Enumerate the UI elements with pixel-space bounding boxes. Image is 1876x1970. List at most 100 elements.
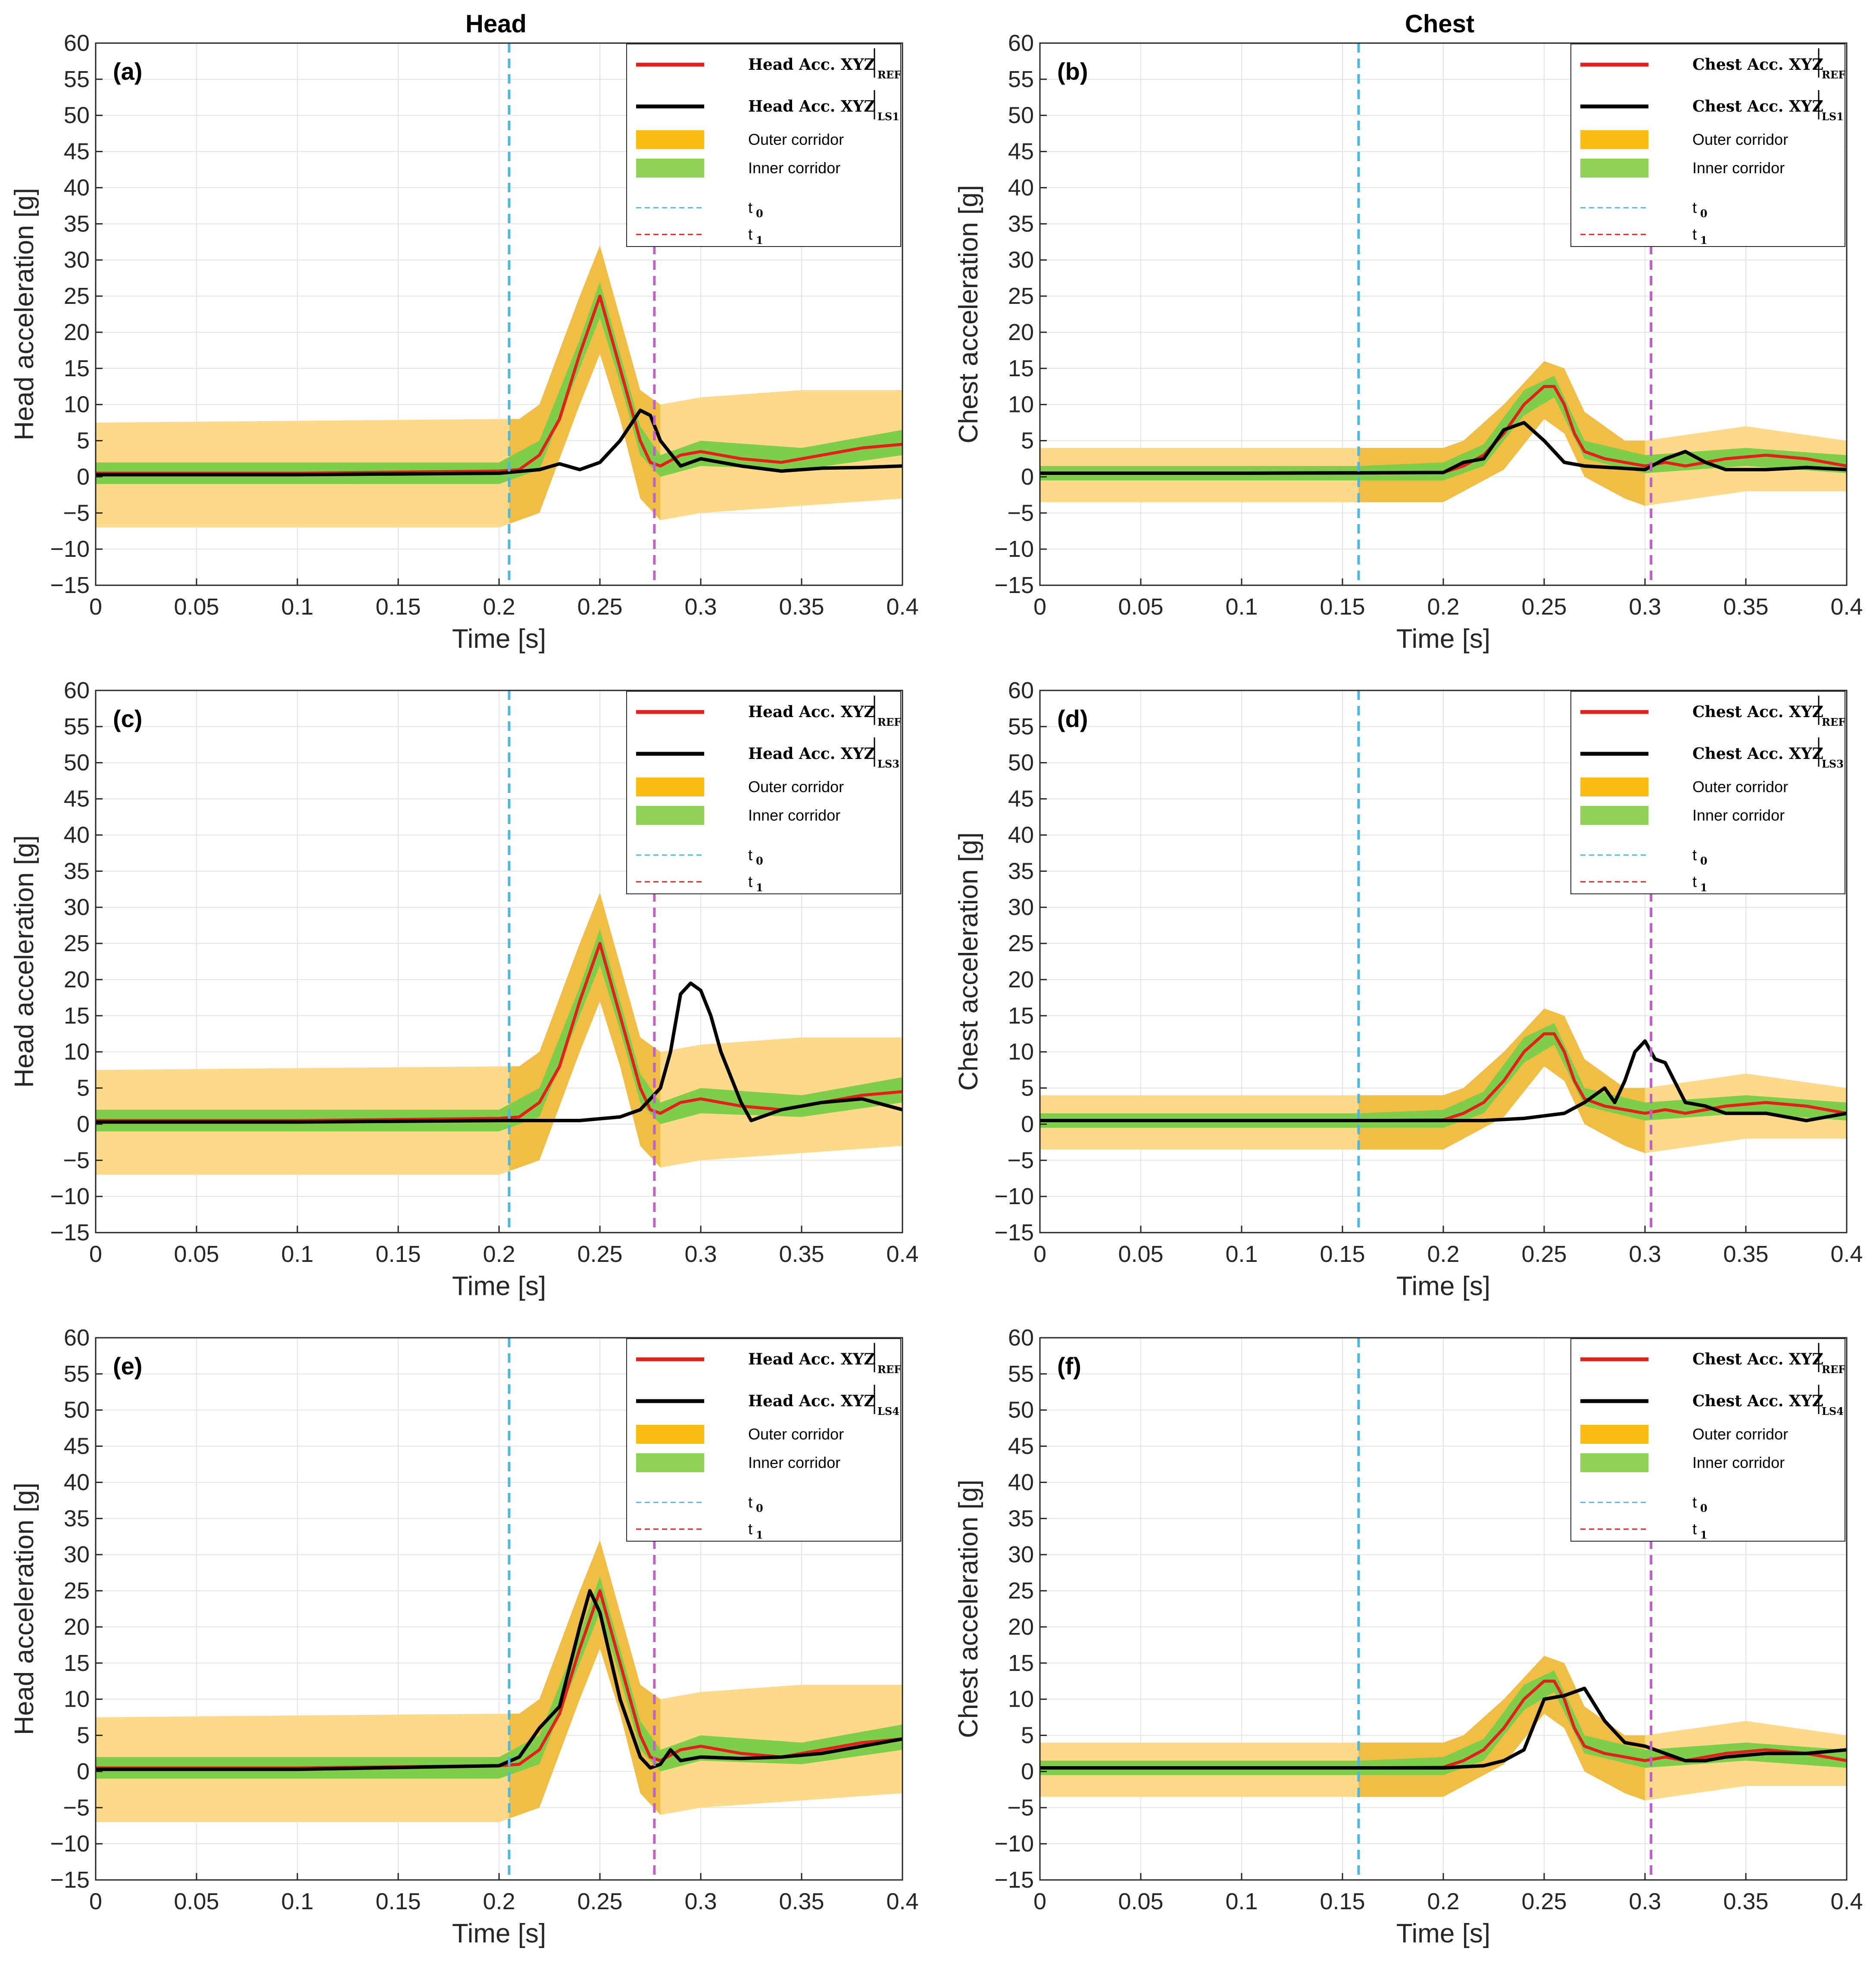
y-tick-label: 45 (1008, 139, 1034, 165)
legend-ref-sub: REF (877, 716, 901, 728)
legend-inner-swatch (636, 159, 704, 178)
legend-test-label: Head Acc. XYZ (748, 1392, 875, 1410)
legend-test-sub: LS3 (877, 758, 899, 770)
y-tick-label: 20 (64, 967, 90, 993)
x-tick-label: 0.3 (1629, 1241, 1661, 1267)
inner-corridor-band (96, 1576, 902, 1779)
y-tick-label: −10 (994, 1831, 1034, 1857)
y-tick-label: 25 (1008, 1578, 1034, 1604)
legend-t0-sub: 0 (756, 855, 763, 867)
legend-outer-swatch (1580, 130, 1648, 149)
y-tick-label: −5 (63, 1147, 90, 1173)
x-tick-label: 0.3 (684, 1241, 717, 1267)
y-tick-label: 55 (64, 714, 90, 740)
x-tick-label: 0.15 (375, 1889, 421, 1914)
x-tick-label: 0.05 (174, 594, 219, 620)
x-tick-label: 0.4 (1830, 594, 1863, 620)
y-tick-label: 40 (1008, 175, 1034, 200)
x-tick-label: 0.4 (1830, 1889, 1863, 1914)
x-tick-label: 0.35 (779, 1241, 824, 1267)
x-tick-label: 0.4 (886, 594, 918, 620)
y-axis-label: Chest acceleration [g] (954, 832, 983, 1091)
x-axis-label: Time [s] (1396, 1271, 1490, 1301)
x-axis-label: Time [s] (1396, 1919, 1490, 1948)
panel-label: (b) (1057, 58, 1088, 85)
y-tick-label: 60 (64, 677, 90, 703)
y-tick-label: −15 (50, 1867, 90, 1893)
panel-b: 0 0.05 0.1 0.15 0.2 0.25 0.3 0.35 0.460555045403… (954, 30, 1863, 654)
legend-t0-sub: 0 (756, 207, 763, 220)
legend-ref-sub: REF (1822, 69, 1845, 81)
legend-t1-label: t (1692, 225, 1697, 243)
legend-inner-label: Inner corridor (1692, 1454, 1785, 1471)
x-tick-label: 0.25 (577, 1889, 622, 1914)
legend-t0-sub: 0 (756, 1502, 763, 1514)
plot-content (96, 245, 902, 528)
x-tick-label: 0.2 (483, 594, 515, 620)
x-tick-label: 0.25 (577, 594, 622, 620)
legend-outer-label: Outer corridor (1692, 131, 1788, 148)
legend-ref-sub: REF (1822, 1363, 1845, 1376)
legend-t0-label: t (748, 199, 752, 216)
x-tick-label: 0.15 (375, 594, 421, 620)
y-tick-label: −10 (50, 536, 90, 562)
y-tick-label: 10 (64, 392, 90, 418)
y-tick-label: −5 (63, 500, 90, 526)
panel-label: (e) (113, 1352, 142, 1380)
legend-t0-sub: 0 (1700, 207, 1707, 220)
x-axis-label: Time [s] (452, 624, 546, 654)
x-tick-label: 0.25 (1521, 1241, 1567, 1267)
legend-t0-label: t (748, 846, 752, 864)
y-tick-label: 15 (64, 1650, 90, 1676)
x-tick-label: 0.4 (1830, 1241, 1863, 1267)
x-tick-label: 0.3 (684, 594, 717, 620)
x-tick-label: 0.05 (174, 1889, 219, 1914)
x-tick-label: 0.1 (281, 1241, 313, 1267)
y-tick-label: 0 (1021, 464, 1034, 490)
panel-label: (c) (113, 705, 142, 732)
y-tick-label: 25 (64, 283, 90, 309)
y-tick-label: 5 (1021, 1723, 1034, 1748)
legend-test-sub: LS1 (1822, 110, 1844, 123)
y-tick-label: 60 (1008, 1325, 1034, 1351)
x-tick-label: 0.15 (1320, 1889, 1365, 1914)
series-ref-line (96, 294, 902, 475)
y-tick-label: −15 (994, 572, 1034, 598)
legend-inner-swatch (1580, 1453, 1648, 1472)
legend-ref-sub: REF (1822, 716, 1845, 728)
series-test-line (1040, 1039, 1847, 1123)
x-tick-label: 0.1 (281, 594, 313, 620)
legend-ref-label: Chest Acc. XYZ (1692, 56, 1823, 74)
panel-label: (a) (113, 58, 142, 85)
y-tick-label: 5 (77, 1723, 90, 1748)
x-tick-label: 0 (89, 594, 102, 620)
y-tick-label: 60 (64, 30, 90, 56)
y-tick-label: 55 (1008, 1361, 1034, 1387)
legend-ref-label: Head Acc. XYZ (748, 703, 875, 721)
x-tick-label: 0.35 (779, 1889, 824, 1914)
y-tick-label: 0 (1021, 1758, 1034, 1784)
plot-content (96, 1540, 902, 1822)
x-tick-label: 0.15 (375, 1241, 421, 1267)
y-tick-label: −5 (1007, 500, 1034, 526)
y-tick-label: 45 (64, 139, 90, 165)
outer-corridor-active-band (509, 893, 661, 1171)
y-tick-label: −10 (994, 1183, 1034, 1209)
y-tick-label: 30 (1008, 894, 1034, 920)
y-tick-label: −10 (50, 1831, 90, 1857)
legend-t0-sub: 0 (1700, 1502, 1707, 1514)
y-tick-label: 10 (1008, 1039, 1034, 1065)
series-test-line (96, 409, 902, 477)
y-tick-label: −15 (994, 1220, 1034, 1246)
y-tick-label: 10 (1008, 392, 1034, 418)
x-tick-label: 0.25 (1521, 594, 1567, 620)
inner-corridor-band (1040, 1023, 1847, 1128)
y-axis-label: Head acceleration [g] (9, 1483, 39, 1735)
x-tick-label: 0.15 (1320, 594, 1365, 620)
legend-t1-sub: 1 (1700, 1529, 1707, 1541)
y-tick-label: 35 (1008, 858, 1034, 884)
legend-test-sub: LS4 (877, 1405, 899, 1417)
y-tick-label: 35 (64, 858, 90, 884)
